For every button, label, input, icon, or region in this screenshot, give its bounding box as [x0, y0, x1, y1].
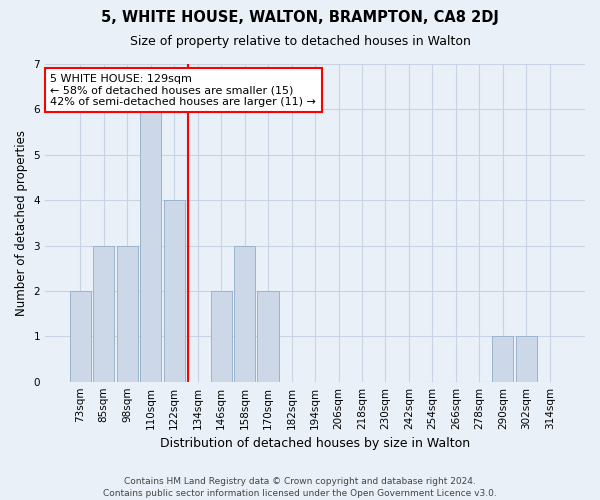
Bar: [116, 246, 137, 382]
Text: Size of property relative to detached houses in Walton: Size of property relative to detached ho…: [130, 35, 470, 48]
Bar: [70, 291, 91, 382]
Bar: [164, 200, 185, 382]
Y-axis label: Number of detached properties: Number of detached properties: [15, 130, 28, 316]
Text: 5, WHITE HOUSE, WALTON, BRAMPTON, CA8 2DJ: 5, WHITE HOUSE, WALTON, BRAMPTON, CA8 2D…: [101, 10, 499, 25]
Bar: [257, 291, 278, 382]
Bar: [140, 110, 161, 382]
Bar: [516, 336, 537, 382]
Bar: [93, 246, 114, 382]
X-axis label: Distribution of detached houses by size in Walton: Distribution of detached houses by size …: [160, 437, 470, 450]
Bar: [493, 336, 514, 382]
Text: Contains HM Land Registry data © Crown copyright and database right 2024.
Contai: Contains HM Land Registry data © Crown c…: [103, 476, 497, 498]
Bar: [234, 246, 255, 382]
Bar: [211, 291, 232, 382]
Text: 5 WHITE HOUSE: 129sqm
← 58% of detached houses are smaller (15)
42% of semi-deta: 5 WHITE HOUSE: 129sqm ← 58% of detached …: [50, 74, 316, 106]
